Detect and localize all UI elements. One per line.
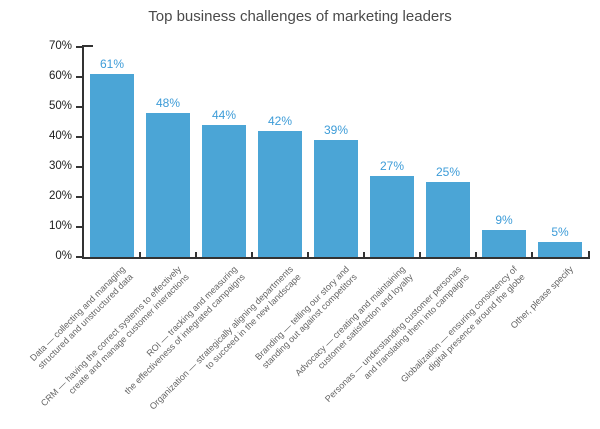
bar-4 [258, 131, 302, 257]
bar-value-label: 44% [211, 108, 237, 122]
bar-value-label: 27% [379, 159, 405, 173]
x-axis-end-tick [588, 251, 590, 257]
x-tick-mark [195, 252, 197, 257]
y-tick-mark [76, 106, 82, 108]
x-tick-mark [251, 252, 253, 257]
y-tick-label: 20% [48, 190, 72, 202]
y-tick-label: 10% [48, 220, 72, 232]
bar-6 [370, 176, 414, 257]
y-tick-mark [76, 256, 82, 258]
x-tick-mark [363, 252, 365, 257]
y-axis-top-tick [84, 45, 93, 47]
y-tick-mark [76, 226, 82, 228]
y-tick-mark [76, 136, 82, 138]
y-tick-label: 60% [48, 70, 72, 82]
bar-value-label: 9% [495, 213, 513, 227]
bar-3 [202, 125, 246, 257]
y-tick-label: 50% [48, 100, 72, 112]
x-tick-mark [419, 252, 421, 257]
y-tick-mark [76, 46, 82, 48]
bar-value-label: 5% [551, 225, 569, 239]
x-tick-mark [307, 252, 309, 257]
bar-7 [426, 182, 470, 257]
bar-5 [314, 140, 358, 257]
y-tick-label: 0% [55, 250, 72, 262]
bar-value-label: 61% [99, 57, 125, 71]
y-tick-label: 30% [48, 160, 72, 172]
x-tick-mark [531, 252, 533, 257]
chart-title: Top business challenges of marketing lea… [148, 8, 452, 25]
bar-9 [538, 242, 582, 257]
bar-2 [146, 113, 190, 257]
bar-value-label: 25% [435, 165, 461, 179]
y-tick-label: 70% [48, 40, 72, 52]
x-axis-line [82, 257, 590, 259]
y-tick-mark [76, 196, 82, 198]
bar-value-label: 39% [323, 123, 349, 137]
bar-value-label: 48% [155, 96, 181, 110]
bar-8 [482, 230, 526, 257]
bar-1 [90, 74, 134, 257]
y-tick-label: 40% [48, 130, 72, 142]
x-tick-mark [139, 252, 141, 257]
x-tick-mark [475, 252, 477, 257]
bar-value-label: 42% [267, 114, 293, 128]
y-axis-line [82, 45, 84, 259]
plot-area: 0% 10% 20% 30% 40% 50% 60% 70% 61% 48% 44% 42% 39% 2… [28, 40, 590, 412]
y-tick-mark [76, 166, 82, 168]
y-tick-mark [76, 76, 82, 78]
